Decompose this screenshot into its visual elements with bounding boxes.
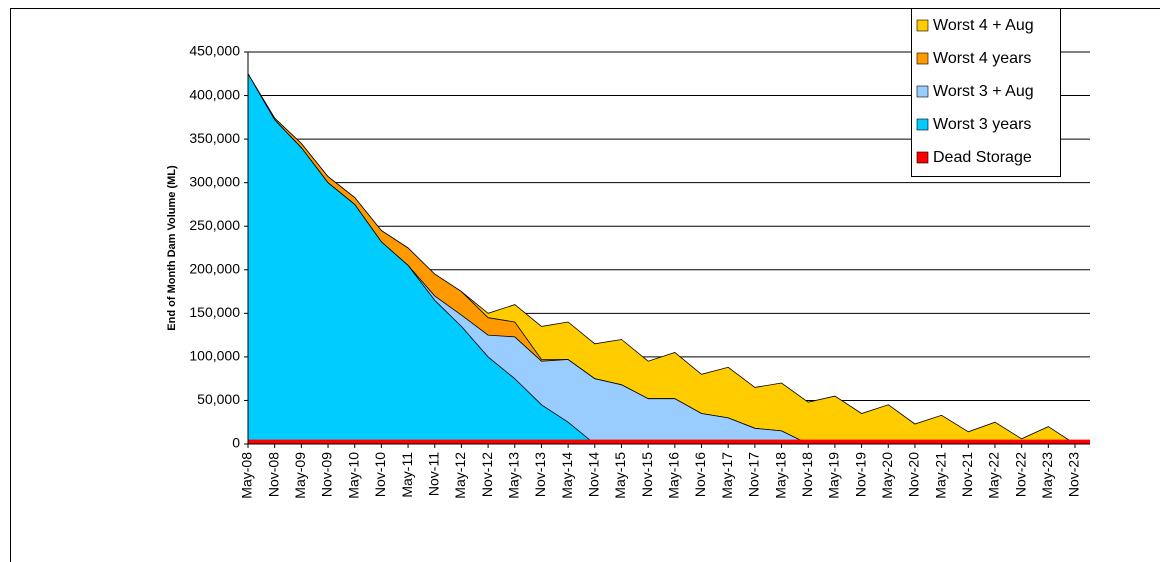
legend-swatch xyxy=(916,118,929,131)
legend-swatch xyxy=(916,19,929,32)
legend-label: Worst 4 + Aug xyxy=(933,17,1034,34)
x-tick-label: May-19 xyxy=(826,452,842,499)
y-tick-label: 450,000 xyxy=(189,43,240,59)
y-axis-label: End of Month Dam Volume (ML) xyxy=(166,165,178,331)
x-tick-label: Nov-17 xyxy=(746,452,762,497)
y-tick-label: 150,000 xyxy=(189,304,240,320)
x-tick-label: Nov-22 xyxy=(1012,452,1028,497)
y-tick-label: 300,000 xyxy=(189,173,240,189)
legend-label: Worst 3 + Aug xyxy=(933,83,1034,100)
y-tick-label: 400,000 xyxy=(189,86,240,102)
y-tick-label: 0 xyxy=(232,435,240,451)
y-tick-label: 200,000 xyxy=(189,260,240,276)
x-tick-label: Nov-13 xyxy=(532,452,548,497)
x-tick-label: Nov-21 xyxy=(959,452,975,497)
legend-label: Worst 4 years xyxy=(933,50,1031,67)
x-tick-label: Nov-14 xyxy=(586,452,602,497)
x-tick-label: May-18 xyxy=(772,452,788,499)
y-tick-label: 350,000 xyxy=(189,130,240,146)
x-tick-label: May-11 xyxy=(399,452,415,498)
x-tick-label: May-22 xyxy=(986,452,1002,499)
x-tick-label: Nov-16 xyxy=(692,452,708,497)
x-tick-label: Nov-10 xyxy=(372,452,388,497)
legend-swatch xyxy=(916,151,929,164)
x-tick-label: May-14 xyxy=(559,452,575,499)
legend-label: Worst 3 years xyxy=(933,116,1031,133)
x-tick-label: Nov-12 xyxy=(479,452,495,497)
x-tick-label: May-13 xyxy=(505,452,521,499)
x-tick-label: May-17 xyxy=(719,452,735,499)
x-tick-label: Nov-18 xyxy=(799,452,815,497)
legend-swatch xyxy=(916,85,929,98)
x-tick-label: May-15 xyxy=(612,452,628,499)
x-tick-label: May-10 xyxy=(345,452,361,499)
legend-label: Dead Storage xyxy=(933,149,1032,166)
legend-swatch xyxy=(916,52,929,65)
x-tick-label: Nov-09 xyxy=(319,452,335,497)
frame xyxy=(10,8,1160,562)
x-tick-label: Nov-15 xyxy=(639,452,655,497)
x-tick-label: May-20 xyxy=(879,452,895,499)
x-tick-label: May-12 xyxy=(452,452,468,499)
x-tick-label: May-23 xyxy=(1039,452,1055,499)
x-tick-label: Nov-20 xyxy=(906,452,922,497)
area xyxy=(248,439,1090,444)
x-tick-label: Nov-11 xyxy=(425,452,441,496)
y-tick-label: 100,000 xyxy=(189,348,240,364)
y-tick-label: 250,000 xyxy=(189,217,240,233)
x-tick-label: Nov-23 xyxy=(1066,452,1082,497)
legend-box xyxy=(911,8,1061,177)
x-tick-label: May-16 xyxy=(666,452,682,499)
y-tick-label: 50,000 xyxy=(197,391,240,407)
x-tick-label: Nov-19 xyxy=(852,452,868,497)
x-tick-label: May-09 xyxy=(292,452,308,499)
x-tick-label: Nov-08 xyxy=(265,452,281,497)
x-tick-label: May-08 xyxy=(239,452,255,499)
x-tick-label: May-21 xyxy=(932,452,948,499)
